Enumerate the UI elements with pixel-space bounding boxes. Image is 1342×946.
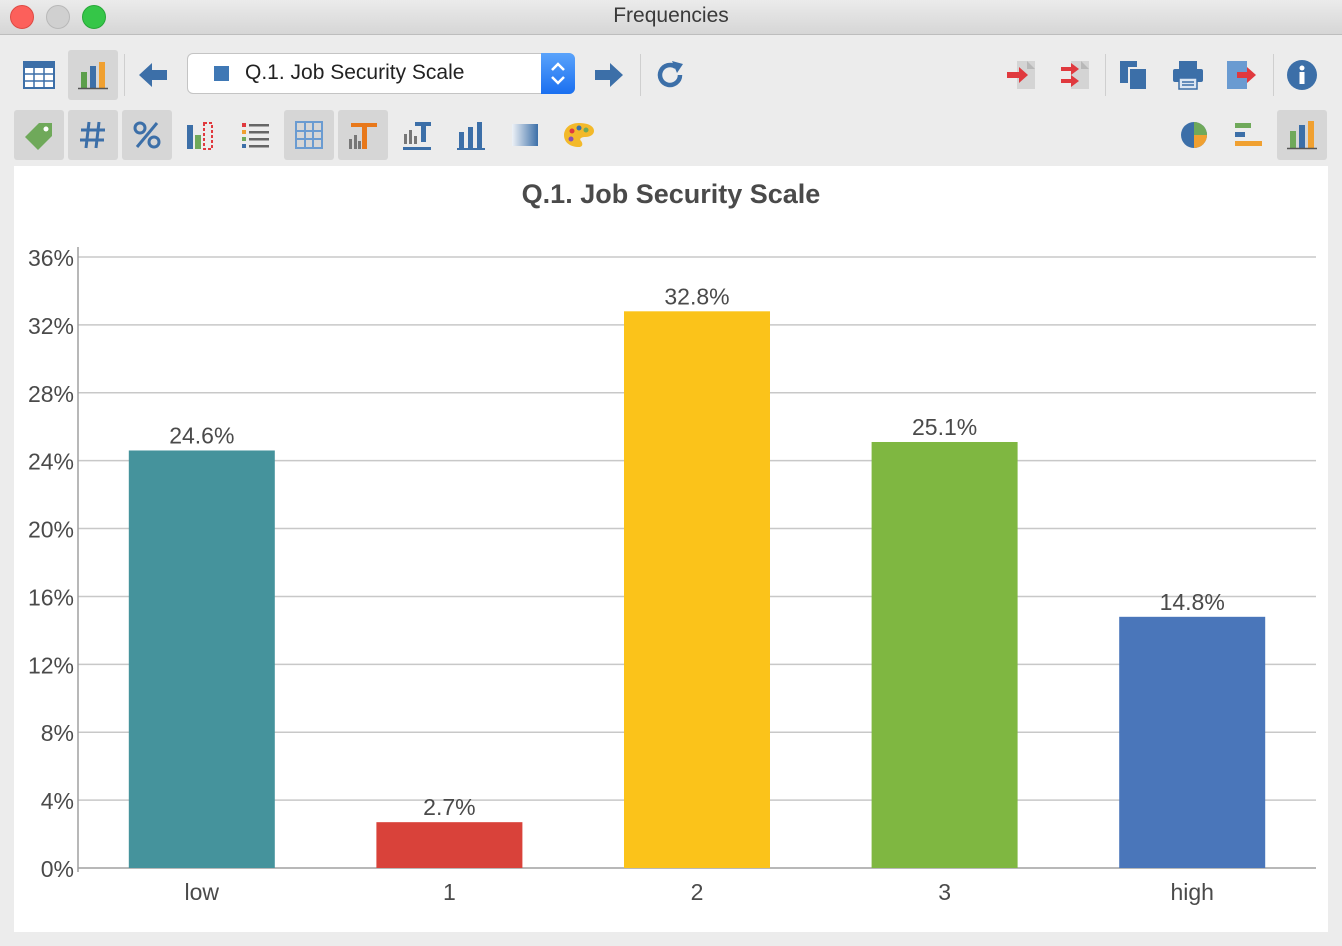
gradient-button[interactable] <box>500 110 550 160</box>
y-tick-label: 0% <box>41 856 74 882</box>
variable-square-icon <box>214 66 229 81</box>
bar-low <box>128 450 275 868</box>
x-tick-label: 1 <box>443 879 456 905</box>
data-label: 2.7% <box>423 794 475 820</box>
export-to-file-button[interactable] <box>1217 50 1267 100</box>
printer-icon <box>1173 61 1203 90</box>
x-tick-label: 2 <box>691 879 704 905</box>
y-tick-label: 8% <box>41 720 74 746</box>
pie-chart-icon <box>1181 122 1207 148</box>
refresh-icon <box>657 61 683 88</box>
table-icon <box>23 61 55 89</box>
grid-icon <box>295 121 323 149</box>
x-tick-label: low <box>185 879 220 905</box>
y-tick-label: 36% <box>28 245 74 271</box>
export-document-icon <box>1007 61 1035 89</box>
bar-chart-icon <box>78 62 108 90</box>
data-label: 32.8% <box>664 283 729 309</box>
percent-icon <box>133 121 161 149</box>
y-tick-label: 4% <box>41 788 74 814</box>
dropdown-arrow[interactable] <box>541 53 575 94</box>
toolbar-separator <box>1273 54 1274 96</box>
arrow-right-icon <box>595 63 623 87</box>
table-view-button[interactable] <box>14 50 64 100</box>
export-multiple-icon <box>1061 61 1089 89</box>
chevron-updown-icon <box>551 62 565 85</box>
y-tick-label: 32% <box>28 313 74 339</box>
tag-icon <box>25 123 52 150</box>
chart-title: Q.1. Job Security Scale <box>521 179 821 209</box>
color-palette-button[interactable] <box>554 110 604 160</box>
x-tick-label: high <box>1170 879 1213 905</box>
variable-selector-value: Q.1. Job Security Scale <box>245 61 465 84</box>
chart-panel: Q.1. Job Security Scale 0% 4% 8% 12% 16% 20% 2… <box>14 166 1328 932</box>
chart-title-button[interactable] <box>338 110 388 160</box>
vertical-bars-icon <box>1287 121 1317 150</box>
zoom-window-button[interactable] <box>82 5 106 29</box>
previous-variable-button[interactable] <box>128 50 178 100</box>
print-button[interactable] <box>1163 50 1213 100</box>
export-arrow-icon <box>1227 61 1256 89</box>
toolbar-separator <box>640 54 641 96</box>
refresh-button[interactable] <box>645 50 695 100</box>
bar-chart: 0% 4% 8% 12% 16% 20% 24% 28% 32% 36% 24.6% low 2.7% 1… <box>28 245 1316 905</box>
horizontal-bar-chart-button[interactable] <box>1223 110 1273 160</box>
axis-text-icon <box>403 122 431 150</box>
window-title: Frequencies <box>613 4 729 27</box>
variable-selector[interactable]: Q.1. Job Security Scale <box>187 53 575 94</box>
legend-list-button[interactable] <box>230 110 280 160</box>
y-tick-label: 12% <box>28 652 74 678</box>
y-tick-label: 20% <box>28 517 74 543</box>
horizontal-bars-icon <box>1235 123 1262 146</box>
show-percentages-button[interactable] <box>122 110 172 160</box>
bar-1 <box>376 822 523 868</box>
gridlines-button[interactable] <box>284 110 334 160</box>
close-window-button[interactable] <box>10 5 34 29</box>
arrow-left-icon <box>139 63 167 87</box>
x-tick-label: 3 <box>938 879 951 905</box>
missing-values-button[interactable] <box>176 110 226 160</box>
y-tick-label: 16% <box>28 584 74 610</box>
data-label: 14.8% <box>1160 589 1225 615</box>
export-button[interactable] <box>995 50 1045 100</box>
copy-button[interactable] <box>1109 50 1159 100</box>
chart-view-button[interactable] <box>68 50 118 100</box>
title-bar[interactable]: Frequencies <box>0 0 1342 35</box>
minimize-window-button[interactable] <box>46 5 70 29</box>
columns-icon <box>457 122 485 150</box>
toolbar-separator <box>1105 54 1106 96</box>
pie-chart-button[interactable] <box>1169 110 1219 160</box>
info-button[interactable] <box>1277 50 1327 100</box>
palette-icon <box>564 123 594 147</box>
bar-3 <box>871 441 1018 868</box>
y-tick-label: 28% <box>28 381 74 407</box>
vertical-bar-chart-button[interactable] <box>1277 110 1327 160</box>
hash-icon <box>80 121 105 149</box>
show-counts-button[interactable] <box>68 110 118 160</box>
bar-2 <box>624 311 770 868</box>
axis-titles-button[interactable] <box>392 110 442 160</box>
copy-icon <box>1120 61 1148 91</box>
data-label: 24.6% <box>169 422 234 448</box>
data-label: 25.1% <box>912 414 977 440</box>
title-text-icon <box>349 123 377 149</box>
export-selection-button[interactable] <box>1049 50 1099 100</box>
list-icon <box>242 123 269 148</box>
show-value-labels-button[interactable] <box>14 110 64 160</box>
bar-high <box>1119 616 1266 868</box>
gradient-icon <box>512 124 538 146</box>
toolbar-separator <box>124 54 125 96</box>
next-variable-button[interactable] <box>584 50 634 100</box>
bar-missing-icon <box>187 122 213 150</box>
bar-style-button[interactable] <box>446 110 496 160</box>
info-icon <box>1287 60 1317 90</box>
y-tick-label: 24% <box>28 449 74 475</box>
